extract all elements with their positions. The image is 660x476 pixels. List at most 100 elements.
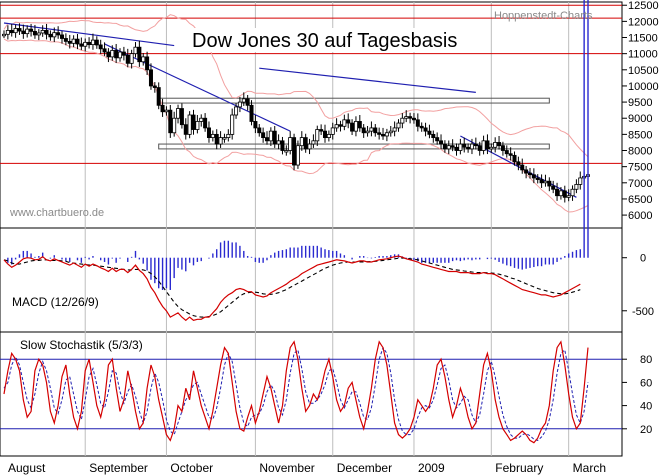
candle-body (411, 117, 416, 121)
price-candles (2, 23, 591, 203)
candle-body (551, 185, 556, 190)
macd-series (3, 0, 589, 322)
candle-body (98, 44, 103, 50)
candle-body (415, 119, 420, 127)
candle-body (253, 121, 258, 129)
candle-body (172, 117, 177, 134)
candle-body (423, 127, 428, 132)
axis-labels: August September October November December 20… (8, 0, 659, 475)
price-tick-label: 9000 (628, 113, 652, 125)
price-tick-label: 7500 (628, 162, 652, 174)
candle-body (164, 109, 169, 113)
candle-body (63, 38, 68, 42)
candle-body (439, 140, 444, 145)
chart-title-background (188, 28, 456, 52)
candle-body (191, 114, 196, 130)
candle-body (160, 104, 165, 113)
candle-body (516, 161, 521, 166)
stochastic-k-line (3, 340, 589, 444)
macd-tick-label: -500 (632, 306, 654, 318)
candle-body (396, 122, 401, 129)
candle-body (118, 51, 123, 59)
candle-body (280, 140, 285, 151)
candle-body (477, 145, 482, 151)
candle-body (578, 177, 583, 185)
candle-body (90, 39, 95, 46)
candle-body (249, 104, 254, 122)
candle-body (392, 127, 397, 132)
candle-body (555, 188, 560, 197)
candle-body (504, 150, 509, 155)
candle-body (323, 130, 328, 138)
candle-body (222, 137, 227, 140)
price-tick-label: 8000 (628, 146, 652, 158)
macd-panel (0, 227, 623, 333)
candle-body (381, 133, 386, 137)
price-tick-label: 7000 (628, 178, 652, 190)
candle-body (469, 143, 474, 150)
trend-line (259, 67, 476, 93)
candle-body (365, 130, 370, 134)
candle-body (52, 32, 57, 38)
candle-body (446, 145, 451, 150)
candle-body (261, 132, 266, 138)
candle-body (102, 48, 107, 53)
candle-body (21, 30, 26, 35)
candle-body (307, 143, 312, 150)
candle-body (531, 174, 536, 179)
candle-body (94, 39, 99, 46)
candle-body (210, 133, 215, 139)
candle-body (326, 133, 331, 139)
candle-body (299, 137, 304, 147)
candle-body (311, 140, 316, 145)
candle-body (176, 108, 181, 119)
candle-body (276, 140, 281, 145)
candle-body (106, 51, 111, 58)
candle-body (473, 143, 478, 147)
candle-body (539, 179, 544, 184)
candle-body (121, 51, 126, 56)
candle-body (566, 195, 571, 198)
candle-body (292, 137, 297, 166)
candle-body (284, 150, 289, 153)
candle-body (83, 41, 88, 47)
price-tick-label: 11500 (628, 33, 658, 45)
candle-body (79, 43, 84, 47)
candle-body (357, 121, 362, 129)
stochastic-tick-label: 60 (640, 377, 652, 389)
candle-body (497, 142, 502, 147)
candle-body (234, 106, 239, 116)
candle-body (237, 101, 242, 108)
month-tick-label: September (89, 461, 148, 475)
candle-body (272, 130, 277, 145)
candle-body (75, 38, 80, 45)
candle-body (342, 119, 347, 127)
trend-line (3, 22, 175, 47)
price-tick-label: 11000 (628, 49, 658, 61)
candle-body (60, 34, 65, 39)
candle-body (187, 114, 192, 135)
candle-body (71, 38, 76, 44)
candle-body (543, 180, 548, 184)
macd-line (3, 255, 581, 322)
candle-body (330, 127, 335, 135)
candle-body (338, 124, 343, 127)
candle-body (384, 132, 389, 137)
candle-body (315, 129, 320, 142)
candle-body (230, 114, 235, 135)
month-tick-label: November (259, 461, 314, 475)
candle-body (44, 30, 49, 35)
candle-body (346, 119, 351, 124)
price-tick-label: 9500 (628, 97, 652, 109)
candle-body (245, 98, 250, 106)
candle-body (114, 50, 119, 59)
candle-body (574, 184, 579, 190)
candle-body (377, 132, 382, 135)
candle-body (295, 145, 300, 166)
price-tick-label: 10500 (628, 65, 659, 77)
candle-body (32, 30, 37, 36)
candle-body (183, 124, 188, 135)
candle-body (145, 56, 150, 71)
candle-body (137, 46, 142, 63)
